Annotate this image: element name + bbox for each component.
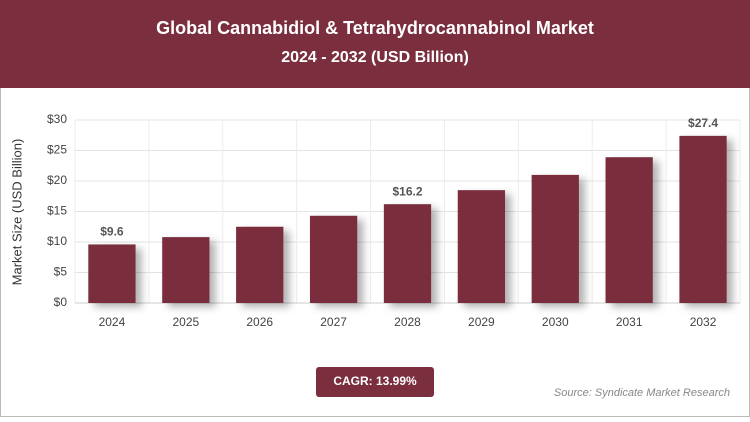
cagr-label: CAGR: 13.99%: [333, 374, 417, 388]
header: [0, 0, 750, 88]
data-label: $9.6: [100, 225, 124, 239]
y-axis-label: Market Size (USD Billion): [9, 139, 24, 286]
bar: [679, 135, 727, 303]
y-tick-label: $25: [47, 143, 67, 157]
cagr-box: [316, 367, 434, 397]
bar: [605, 157, 653, 303]
y-tick-label: $0: [54, 295, 68, 309]
x-tick-label: 2027: [320, 315, 347, 329]
x-tick-label: 2031: [616, 315, 643, 329]
y-tick-label: $10: [47, 234, 67, 248]
x-tick-label: 2028: [394, 315, 421, 329]
bar: [383, 204, 432, 303]
y-tick-label: $30: [47, 112, 67, 126]
chart-title: Global Cannabidiol & Tetrahydrocannabino…: [156, 18, 594, 38]
source: Source: Syndicate Market Research: [554, 387, 730, 399]
bar: [162, 237, 210, 303]
bar: [531, 174, 579, 303]
bar: [236, 226, 284, 303]
x-tick-label: 2025: [172, 315, 199, 329]
data-label: $27.4: [688, 116, 718, 130]
bar: [88, 244, 136, 303]
chart-subtitle: 2024 - 2032 (USD Billion): [281, 49, 469, 66]
x-tick-label: 2026: [246, 315, 273, 329]
x-tick-label: 2029: [468, 315, 495, 329]
x-tick-label: 2032: [690, 315, 717, 329]
data-label: $16.2: [392, 184, 422, 198]
bar: [309, 215, 358, 303]
y-tick-label: $20: [47, 173, 67, 187]
x-tick-label: 2024: [99, 315, 126, 329]
bar: [457, 190, 506, 303]
x-tick-label: 2030: [542, 315, 569, 329]
y-tick-label: $15: [47, 204, 67, 218]
y-tick-label: $5: [54, 265, 68, 279]
